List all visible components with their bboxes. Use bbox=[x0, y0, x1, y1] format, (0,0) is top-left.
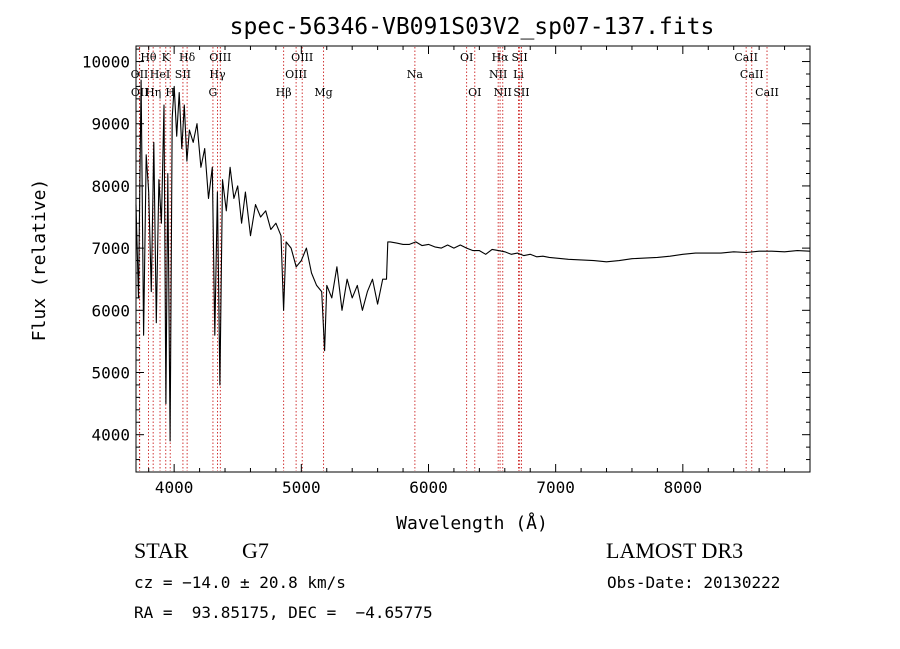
y-tick-label-1: 5000 bbox=[91, 363, 130, 382]
line-label-3: K bbox=[162, 51, 171, 64]
spectrum-plot-area bbox=[135, 79, 811, 442]
line-label-11: G bbox=[209, 86, 218, 99]
line-label-10: Hγ bbox=[209, 68, 226, 81]
line-label-20: NII bbox=[489, 68, 507, 81]
y-tick-label-2: 6000 bbox=[91, 301, 130, 320]
line-label-17: OI bbox=[460, 51, 473, 64]
x-tick-label-3: 7000 bbox=[536, 478, 575, 497]
redshift-velocity: cz = −14.0 ± 20.8 km/s bbox=[134, 573, 346, 592]
y-tick-label-3: 7000 bbox=[91, 239, 130, 258]
y-tick-label-5: 9000 bbox=[91, 115, 130, 134]
line-label-23: Li bbox=[513, 68, 524, 81]
line-label-16: Na bbox=[407, 68, 424, 81]
line-label-24: SII bbox=[513, 86, 529, 99]
line-label-21: NII bbox=[494, 86, 512, 99]
survey-name: LAMOST DR3 bbox=[606, 538, 744, 563]
sky-coordinates: RA = 93.85175, DEC = −4.65775 bbox=[134, 603, 433, 622]
line-label-13: OIII bbox=[291, 51, 313, 64]
plot-frame bbox=[135, 45, 811, 473]
y-tick-label-6: 10000 bbox=[82, 53, 130, 72]
line-label-0: Hθ bbox=[140, 51, 157, 64]
line-label-25: CaII bbox=[734, 51, 758, 64]
line-label-22: SII bbox=[512, 51, 528, 64]
line-label-9: OIII bbox=[209, 51, 231, 64]
spectrum-series bbox=[135, 79, 811, 442]
line-label-18: OI bbox=[468, 86, 481, 99]
axes: 4000 5000 6000 7000 8000 4000 5000 6000 7000 8000… bbox=[82, 46, 811, 497]
object-subclass: G7 bbox=[242, 538, 269, 563]
line-label-19: Hα bbox=[492, 51, 510, 64]
line-label-15: Mg bbox=[314, 86, 332, 99]
line-label-7: H bbox=[165, 86, 175, 99]
x-tick-label-2: 6000 bbox=[409, 478, 448, 497]
line-label-26: CaII bbox=[740, 68, 764, 81]
line-label-14: OIII bbox=[285, 68, 307, 81]
line-label-5: Hη bbox=[145, 86, 161, 99]
line-label-27: CaII bbox=[755, 86, 779, 99]
line-label-12: Hβ bbox=[276, 86, 292, 99]
y-tick-label-4: 8000 bbox=[91, 177, 130, 196]
x-axis-label: Wavelength (Å) bbox=[396, 512, 548, 534]
y-axis-label: Flux (relative) bbox=[29, 179, 50, 342]
line-label-1: OII bbox=[131, 68, 149, 81]
y-tick-label-0: 4000 bbox=[91, 426, 130, 445]
x-tick-label-4: 8000 bbox=[664, 478, 703, 497]
line-label-8: Hδ bbox=[179, 51, 196, 64]
x-tick-label-0: 4000 bbox=[155, 478, 194, 497]
object-class: STAR bbox=[134, 538, 189, 563]
observation-date: Obs-Date: 20130222 bbox=[607, 573, 781, 592]
x-tick-label-1: 5000 bbox=[282, 478, 321, 497]
line-label-4: HeI bbox=[150, 68, 170, 81]
line-label-6: SII bbox=[175, 68, 191, 81]
line-label-2: OII bbox=[131, 86, 149, 99]
chart-title: spec-56346-VB091S03V2_sp07-137.fits bbox=[230, 14, 715, 40]
